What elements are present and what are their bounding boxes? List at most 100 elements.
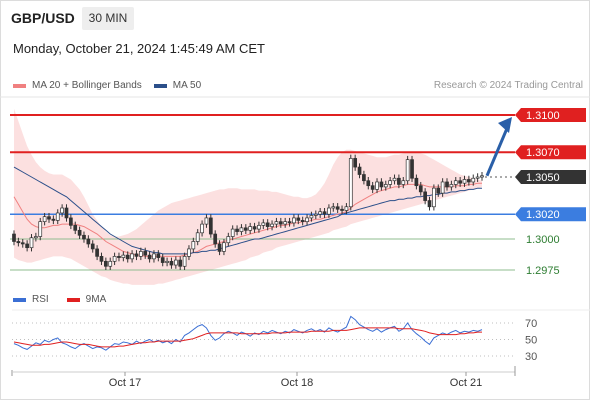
bollinger-band-area	[14, 108, 482, 285]
ma9-legend-item: 9MA	[66, 294, 107, 305]
rsi-tick-label: 70	[525, 318, 537, 330]
symbol-label: GBP/USD	[11, 10, 75, 26]
bb-legend-item: MA 20 + Bollinger Bands	[13, 80, 142, 91]
candle-body	[134, 253, 139, 257]
timestamp: Monday, October 21, 2024 1:45:49 AM CET	[13, 41, 265, 56]
rsi-legend-swatch	[13, 297, 26, 302]
candle-body	[73, 225, 78, 231]
candle-body	[427, 200, 432, 208]
ma50-line	[13, 166, 482, 255]
candle-body	[257, 225, 261, 230]
candle-body	[204, 217, 209, 225]
level-label: 1.3000	[526, 234, 560, 246]
candle-body	[55, 212, 60, 221]
candle-body	[226, 236, 231, 244]
candle-body	[305, 217, 309, 222]
level-label: 1.3100	[526, 110, 560, 122]
ma9-legend-label: 9MA	[85, 294, 107, 305]
candle-body	[274, 221, 279, 225]
candle-body	[300, 220, 305, 222]
candle-body	[51, 218, 56, 221]
level-tag-1.3100: 1.3100	[515, 108, 586, 122]
candle-body	[261, 222, 266, 226]
candle-body	[117, 256, 121, 258]
candle-body	[445, 181, 449, 188]
candle-body	[252, 226, 257, 230]
level-tag-1.3070: 1.3070	[515, 145, 586, 160]
candle-body	[388, 180, 392, 185]
candle-body	[318, 211, 323, 215]
candle-body	[156, 253, 161, 258]
candle-body	[278, 221, 283, 225]
level-label: 1.3020	[526, 209, 560, 221]
candle-body	[287, 221, 292, 224]
candle-body	[344, 206, 349, 211]
candle-body	[169, 260, 174, 266]
candle-body	[147, 254, 152, 260]
candle-body	[12, 233, 16, 242]
candle-body	[165, 260, 169, 263]
candle-body	[296, 217, 301, 221]
bb-legend-label: MA 20 + Bollinger Bands	[32, 80, 142, 91]
candle-body	[401, 180, 406, 185]
candle-body	[270, 223, 274, 227]
level-tag-1.3020: 1.3020	[515, 207, 586, 222]
candle-body	[467, 179, 471, 183]
candle-body	[143, 251, 148, 256]
candle-body	[99, 256, 104, 262]
candle-body	[213, 233, 218, 245]
candle-body	[405, 159, 410, 182]
candle-body	[283, 221, 288, 225]
level-tag-1.2975: 1.2975	[526, 265, 560, 277]
candle-body	[138, 251, 143, 257]
ma50-legend-label: MA 50	[172, 80, 202, 91]
candle-body	[322, 211, 327, 215]
candle-body	[362, 174, 366, 182]
bb-legend-swatch	[13, 83, 26, 88]
candle-body	[108, 260, 113, 267]
candle-body	[243, 227, 248, 231]
candle-body	[187, 248, 191, 257]
level-tag-bg	[515, 108, 586, 122]
candle-body	[313, 213, 318, 216]
candle-body	[86, 238, 91, 245]
candle-body	[309, 215, 314, 219]
ma50-legend-item: MA 50	[153, 80, 202, 91]
candle-body	[95, 248, 99, 257]
candle-body	[248, 226, 253, 231]
candle-body	[235, 228, 239, 232]
candle-body	[173, 259, 178, 266]
candle-body	[436, 187, 441, 194]
candle-body	[16, 241, 21, 244]
candle-body	[29, 237, 34, 249]
candle-body	[331, 206, 336, 209]
candle-body	[200, 223, 204, 234]
candle-body	[327, 207, 331, 215]
candle-body	[414, 177, 419, 187]
candle-body	[423, 191, 427, 201]
rsi-line	[13, 315, 483, 351]
candle-body	[397, 177, 401, 185]
candle-body	[42, 216, 47, 222]
candle-body	[375, 181, 379, 190]
candle-body	[69, 217, 73, 226]
level-tag-1.3050: 1.3050	[515, 170, 586, 184]
candle-body	[195, 232, 200, 242]
level-tag-bg	[515, 170, 586, 184]
candle-body	[25, 243, 29, 249]
candle-body	[392, 177, 397, 182]
candle-body	[432, 187, 436, 208]
candle-body	[208, 217, 213, 235]
candle-body	[462, 179, 467, 184]
candles	[12, 154, 484, 270]
candle-body	[104, 260, 108, 267]
candle-body	[383, 184, 388, 188]
candle-body	[77, 229, 82, 236]
timeframe-button[interactable]: 30 MIN	[82, 7, 134, 30]
level-tag-bg	[515, 145, 586, 160]
candle-body	[370, 185, 375, 190]
candle-body	[82, 234, 86, 240]
candle-body	[191, 241, 196, 250]
level-label: 1.2975	[526, 265, 560, 277]
candle-body	[182, 256, 187, 267]
